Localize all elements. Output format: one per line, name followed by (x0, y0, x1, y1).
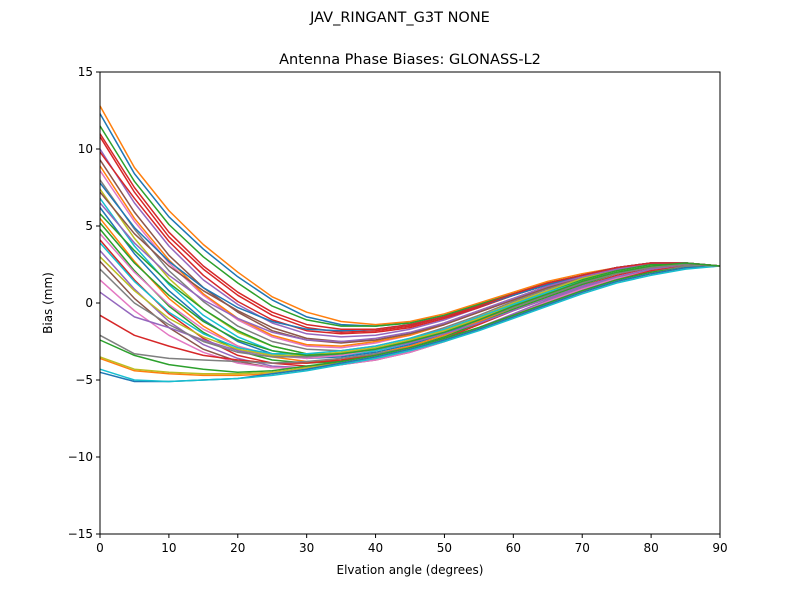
series-line-5 (99, 148, 721, 338)
x-axis-label: Elvation angle (degrees) (337, 563, 484, 577)
plot-frame (99, 71, 721, 535)
x-tick-label: 70 (575, 541, 590, 555)
y-axis: −15 −10 −5 0 5 10 15 (68, 65, 100, 541)
x-tick-label: 90 (712, 541, 727, 555)
series-line-25 (99, 265, 721, 383)
series-line-1 (99, 113, 721, 327)
series-line-6 (99, 159, 721, 344)
x-tick-label: 20 (230, 541, 245, 555)
figure-suptitle: JAV_RINGANT_G3T NONE (310, 10, 490, 26)
y-axis-label: Bias (mm) (41, 272, 55, 334)
y-tick-label: −5 (75, 373, 93, 387)
series-line-21 (99, 265, 721, 374)
series-line-3 (99, 125, 721, 327)
x-tick-label: 0 (96, 541, 104, 555)
series-line-23 (99, 265, 721, 375)
y-tick-label: 10 (78, 142, 93, 156)
y-tick-label: 5 (85, 219, 93, 233)
x-tick-label: 10 (161, 541, 176, 555)
x-tick-label: 60 (506, 541, 521, 555)
x-tick-label: 80 (643, 541, 658, 555)
y-tick-label: 0 (85, 296, 93, 310)
series-layer (99, 105, 721, 383)
series-line-37 (99, 222, 721, 357)
x-tick-label: 40 (368, 541, 383, 555)
x-axis: 0 10 20 30 40 50 60 70 80 90 (96, 534, 728, 555)
chart-title: Antenna Phase Biases: GLONASS-L2 (279, 52, 541, 68)
y-tick-label: −15 (68, 527, 93, 541)
series-line-18 (99, 263, 721, 358)
series-line-35 (99, 202, 721, 343)
series-line-36 (99, 133, 721, 330)
y-tick-label: −10 (68, 450, 93, 464)
series-line-17 (99, 265, 720, 369)
x-tick-label: 30 (299, 541, 314, 555)
y-tick-label: 15 (78, 65, 93, 79)
x-tick-label: 50 (437, 541, 452, 555)
